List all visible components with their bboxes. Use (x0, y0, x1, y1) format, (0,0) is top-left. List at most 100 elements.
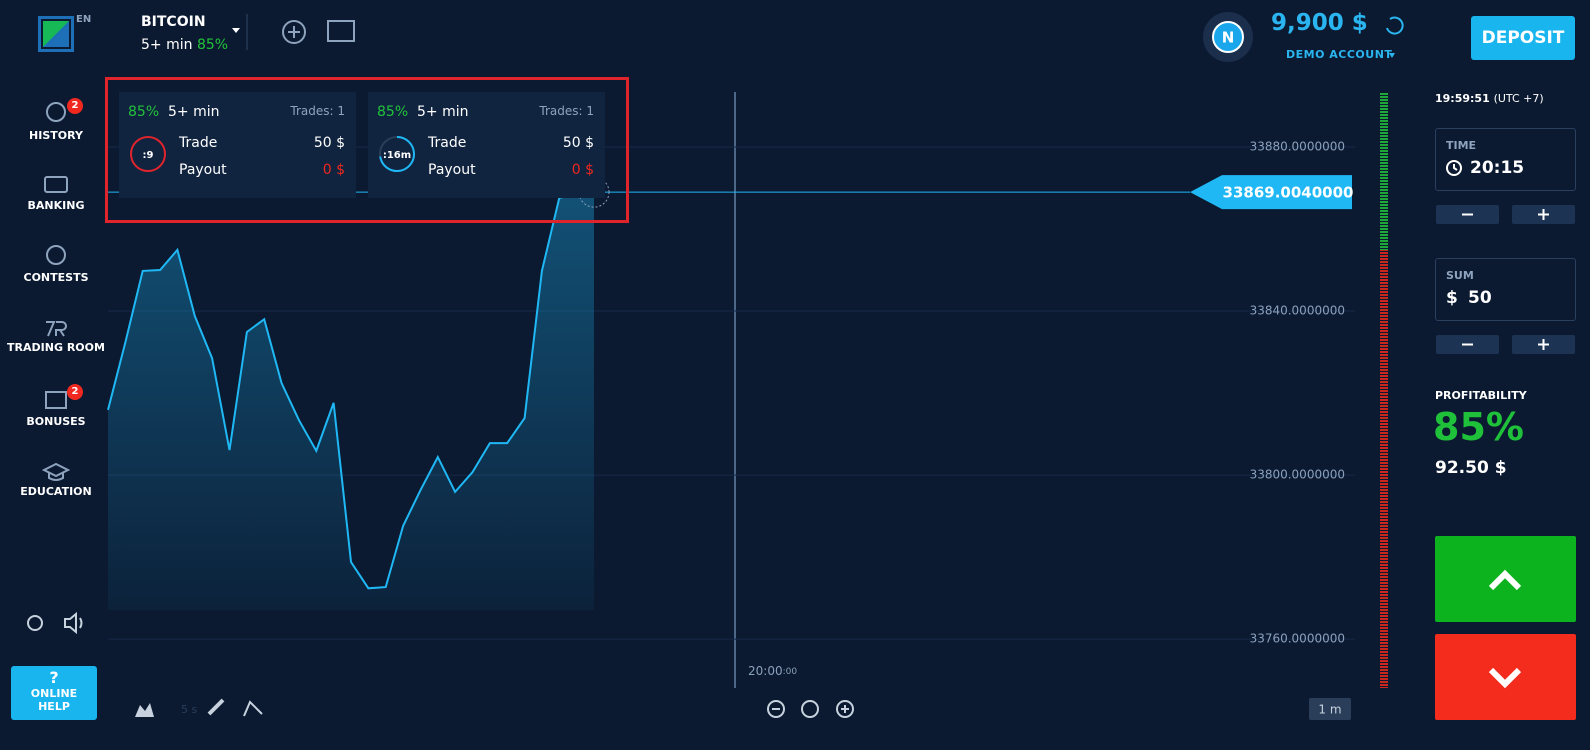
trade-duration: 5+ min (417, 104, 469, 120)
help-label: HELP (38, 700, 70, 713)
trade-card[interactable]: 85% 5+ min Trades: 1 Trade 50 $ Payout 0 $ :16m (368, 92, 605, 198)
bonuses-icon (45, 391, 67, 409)
asset-duration: 5+ min (141, 37, 193, 53)
asset-info: 5+ min 85% (141, 37, 228, 53)
current-point-halo (578, 176, 610, 208)
timer-progress (379, 136, 416, 172)
timezone: (UTC +7) (1493, 92, 1544, 105)
language[interactable]: EN (76, 14, 92, 25)
time-box[interactable]: TIME 20:15 (1435, 128, 1576, 191)
interval[interactable]: 5 s (181, 703, 197, 716)
timeframe-button[interactable] (1309, 698, 1351, 720)
trade-label: Trade (428, 135, 467, 151)
logo-frame (41, 19, 71, 49)
nav-item[interactable]: EDUCATION (20, 485, 92, 498)
payout-value: 0 $ (322, 162, 345, 178)
y-tick-label: 33800.0000000 (1250, 468, 1345, 482)
timer-text: :16m (383, 150, 411, 161)
balance: 9,900 $ (1271, 10, 1368, 36)
nav-badge: 2 (67, 384, 83, 400)
sum-minus[interactable] (1436, 335, 1499, 354)
sum-value: 50 (1468, 288, 1492, 308)
trading-room-icon (46, 321, 67, 337)
help-label: ONLINE (30, 687, 78, 700)
zoom-out[interactable] (767, 700, 785, 718)
nav-item[interactable]: BANKING (27, 199, 85, 212)
trade-timer: :9 (130, 136, 166, 172)
time-marker: 20:00:00 (748, 664, 797, 678)
price-area (108, 192, 594, 610)
timer-track (130, 136, 166, 172)
time-value: 20:15 (1470, 158, 1525, 178)
add-icon (288, 26, 300, 38)
nav-item[interactable]: BONUSES (26, 415, 86, 428)
price-line (107, 191, 595, 590)
highlight-box (105, 77, 629, 223)
layout-button[interactable] (327, 20, 355, 42)
banking-icon (44, 176, 68, 193)
nav-badge: 2 (67, 98, 83, 114)
contests-icon (46, 245, 66, 265)
order-book-buy (1380, 92, 1388, 250)
avatar[interactable] (1212, 21, 1244, 53)
clock-icon (1446, 160, 1462, 176)
clock: 19:59:51 (UTC +7) (1435, 92, 1544, 105)
avatar-letter: N (1222, 29, 1235, 47)
asset-name[interactable]: BITCOIN (141, 14, 206, 30)
y-tick-label: 33840.0000000 (1250, 304, 1345, 318)
deposit-button[interactable]: DEPOSIT (1471, 16, 1575, 60)
trade-payout: 85% (128, 104, 160, 120)
put-button[interactable] (1435, 634, 1576, 720)
settings[interactable] (27, 615, 43, 631)
profitability-label: PROFITABILITY (1435, 389, 1527, 402)
y-tick-label: 33880.0000000 (1250, 140, 1345, 154)
account-dropdown (1389, 53, 1395, 58)
payout-label: Payout (179, 162, 227, 178)
history-icon (46, 102, 66, 122)
chart-type[interactable] (135, 703, 154, 717)
nav-item[interactable]: HISTORY (29, 129, 83, 142)
help-icon: ? (49, 668, 59, 687)
call-button[interactable] (1435, 536, 1576, 622)
timeframe: 1 m (1318, 703, 1341, 717)
clock-time: 19:59:51 (1435, 92, 1490, 105)
nav-item[interactable]: TRADING ROOM (7, 341, 105, 354)
help-button[interactable]: ? ONLINE HELP (11, 666, 97, 720)
time-plus[interactable] (1512, 205, 1575, 224)
nav-item[interactable]: CONTESTS (23, 271, 89, 284)
time-label: TIME (1446, 139, 1477, 152)
profit: 92.50 $ (1435, 458, 1507, 478)
trade-payout: 85% (377, 104, 409, 120)
timer-text: :9 (143, 150, 154, 161)
trade-duration: 5+ min (168, 104, 220, 120)
account-type[interactable]: DEMO ACCOUNT (1286, 48, 1393, 61)
current-price-tag (1190, 175, 1352, 210)
trade-count: Trades: 1 (290, 104, 345, 118)
trade-card[interactable]: 85% 5+ min Trades: 1 Trade 50 $ Payout 0 $:9 (119, 92, 356, 198)
payout-label: Payout (428, 162, 476, 178)
time-minus[interactable] (1436, 205, 1499, 224)
refresh-balance[interactable] (1386, 16, 1404, 35)
y-tick-label: 33760.0000000 (1250, 632, 1345, 646)
ruler-tool[interactable] (207, 698, 225, 716)
trade-count: Trades: 1 (539, 104, 594, 118)
zoom-in[interactable] (836, 700, 854, 718)
payout-value: 0 $ (571, 162, 594, 178)
order-book-sell (1380, 250, 1388, 688)
zoom-in-icon (841, 705, 849, 713)
sum-box[interactable]: SUM $ 50 (1435, 258, 1576, 321)
add-asset[interactable] (282, 20, 306, 44)
trade-timer: :16m (379, 136, 416, 172)
draw-tool[interactable] (243, 700, 263, 717)
sum-plus[interactable] (1512, 335, 1575, 354)
sound[interactable] (64, 611, 83, 635)
recenter[interactable] (801, 700, 819, 718)
asset-dropdown (232, 28, 240, 33)
trade-value: 50 $ (562, 135, 594, 151)
education-icon (41, 462, 71, 481)
current-price: 33869.0040000 (1223, 184, 1354, 202)
